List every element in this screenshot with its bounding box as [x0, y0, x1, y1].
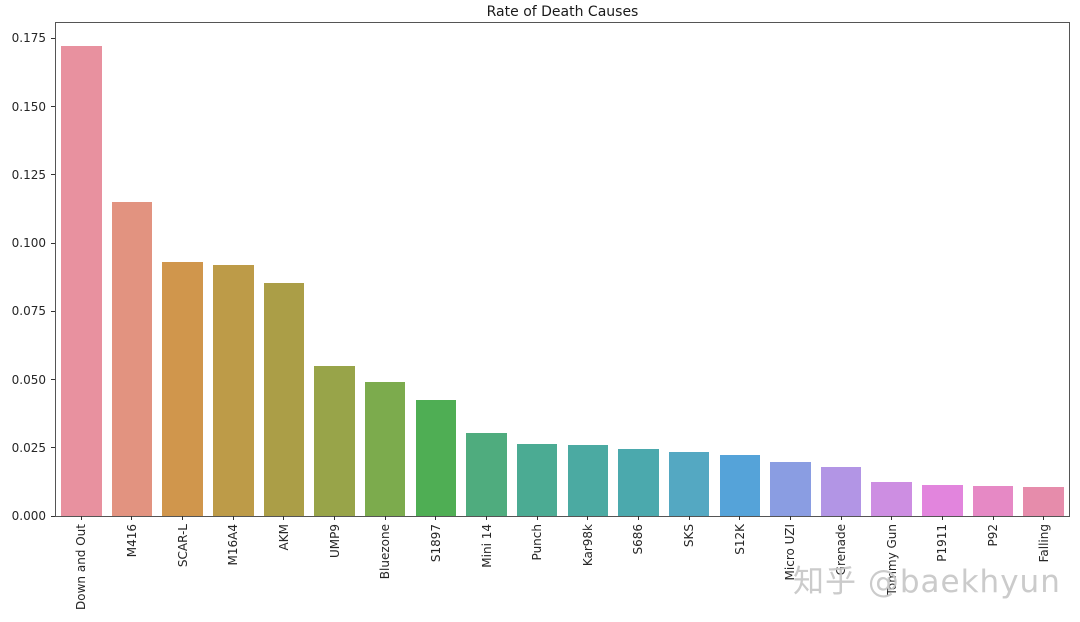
y-tick-label: 0.150	[11, 99, 46, 114]
y-tick-mark	[51, 515, 55, 517]
x-tick-mark	[131, 516, 133, 520]
bar-s686	[618, 449, 659, 516]
bar-mini-14	[466, 433, 507, 516]
x-tick-mark	[637, 516, 639, 520]
x-tick-mark	[891, 516, 893, 520]
y-tick-label: 0.000	[11, 509, 46, 523]
x-tick-label: Punch	[530, 524, 545, 561]
x-tick-label: S12K	[732, 524, 747, 555]
bar-falling	[1023, 486, 1064, 516]
x-tick-label: S686	[631, 524, 646, 555]
x-tick-mark	[435, 516, 437, 520]
x-tick-label: SCAR-L	[175, 524, 190, 568]
x-tick-label: M16A4	[226, 524, 241, 566]
y-tick-mark	[51, 447, 55, 449]
y-tick-mark	[51, 174, 55, 176]
watermark: 知乎 @baekhyun	[793, 564, 1061, 600]
x-tick-label: UMP9	[327, 524, 342, 559]
y-tick-mark	[51, 379, 55, 380]
x-tick-mark	[232, 516, 234, 520]
x-tick-mark	[486, 516, 488, 520]
bar-s12k	[719, 455, 761, 516]
bar-grenade	[820, 467, 862, 516]
bar-akm	[263, 282, 305, 516]
x-tick-mark	[739, 516, 741, 520]
bar-down-and-out	[61, 46, 102, 516]
x-tick-label: S1897	[428, 524, 443, 563]
y-tick-label: 0.125	[11, 167, 46, 182]
x-tick-label: Mini 14	[479, 524, 494, 568]
y-tick-mark	[51, 242, 55, 244]
x-tick-mark	[384, 516, 386, 520]
y-tick-label: 0.075	[11, 304, 46, 319]
x-tick-mark	[283, 516, 285, 520]
x-tick-mark	[587, 516, 589, 520]
bar-sks	[668, 452, 710, 516]
x-tick-mark	[80, 516, 82, 520]
x-tick-mark	[182, 516, 184, 520]
x-tick-mark	[1043, 516, 1045, 520]
bar-p1911	[922, 485, 963, 516]
bar-kar98k	[567, 445, 609, 516]
x-tick-mark	[334, 516, 336, 520]
x-tick-mark	[789, 516, 791, 520]
bar-scar-l	[162, 262, 203, 516]
x-tick-label: Bluezone	[378, 524, 393, 580]
y-tick-mark	[51, 310, 55, 312]
y-tick-label: 0.175	[11, 31, 46, 46]
chart-title: Rate of Death Causes	[486, 4, 639, 20]
plot-area: 0.000 0.025 0.050 0.075 0.100 0.125 0.150 0.175…	[12, 22, 1070, 610]
y-tick-mark	[51, 37, 55, 39]
y-tick-mark	[51, 106, 55, 108]
y-tick-label: 0.025	[11, 440, 46, 455]
x-tick-mark	[536, 516, 538, 520]
x-tick-label: AKM	[276, 524, 291, 551]
x-tick-label: Kar98k	[580, 524, 595, 567]
bar-m16a4	[213, 264, 254, 516]
y-tick-label: 0.100	[11, 236, 46, 251]
y-tick-label: 0.050	[11, 372, 46, 387]
bar-punch	[516, 443, 558, 516]
bar-bluezone	[364, 382, 406, 516]
x-tick-mark	[688, 516, 690, 520]
x-tick-mark	[941, 516, 943, 520]
bar-p92	[972, 485, 1014, 516]
x-tick-label: M416	[124, 524, 139, 558]
bar-micro-uzi	[770, 461, 811, 516]
bar-m416	[111, 202, 153, 516]
x-tick-mark	[992, 516, 994, 520]
bar-tommy-gun	[871, 482, 912, 516]
x-tick-label: P92	[986, 524, 1001, 547]
bar-ump9	[314, 365, 355, 516]
x-tick-mark	[840, 516, 842, 520]
x-tick-label: Down and Out	[74, 524, 89, 610]
x-tick-label: SKS	[682, 524, 697, 548]
bar-s1897	[415, 399, 457, 516]
